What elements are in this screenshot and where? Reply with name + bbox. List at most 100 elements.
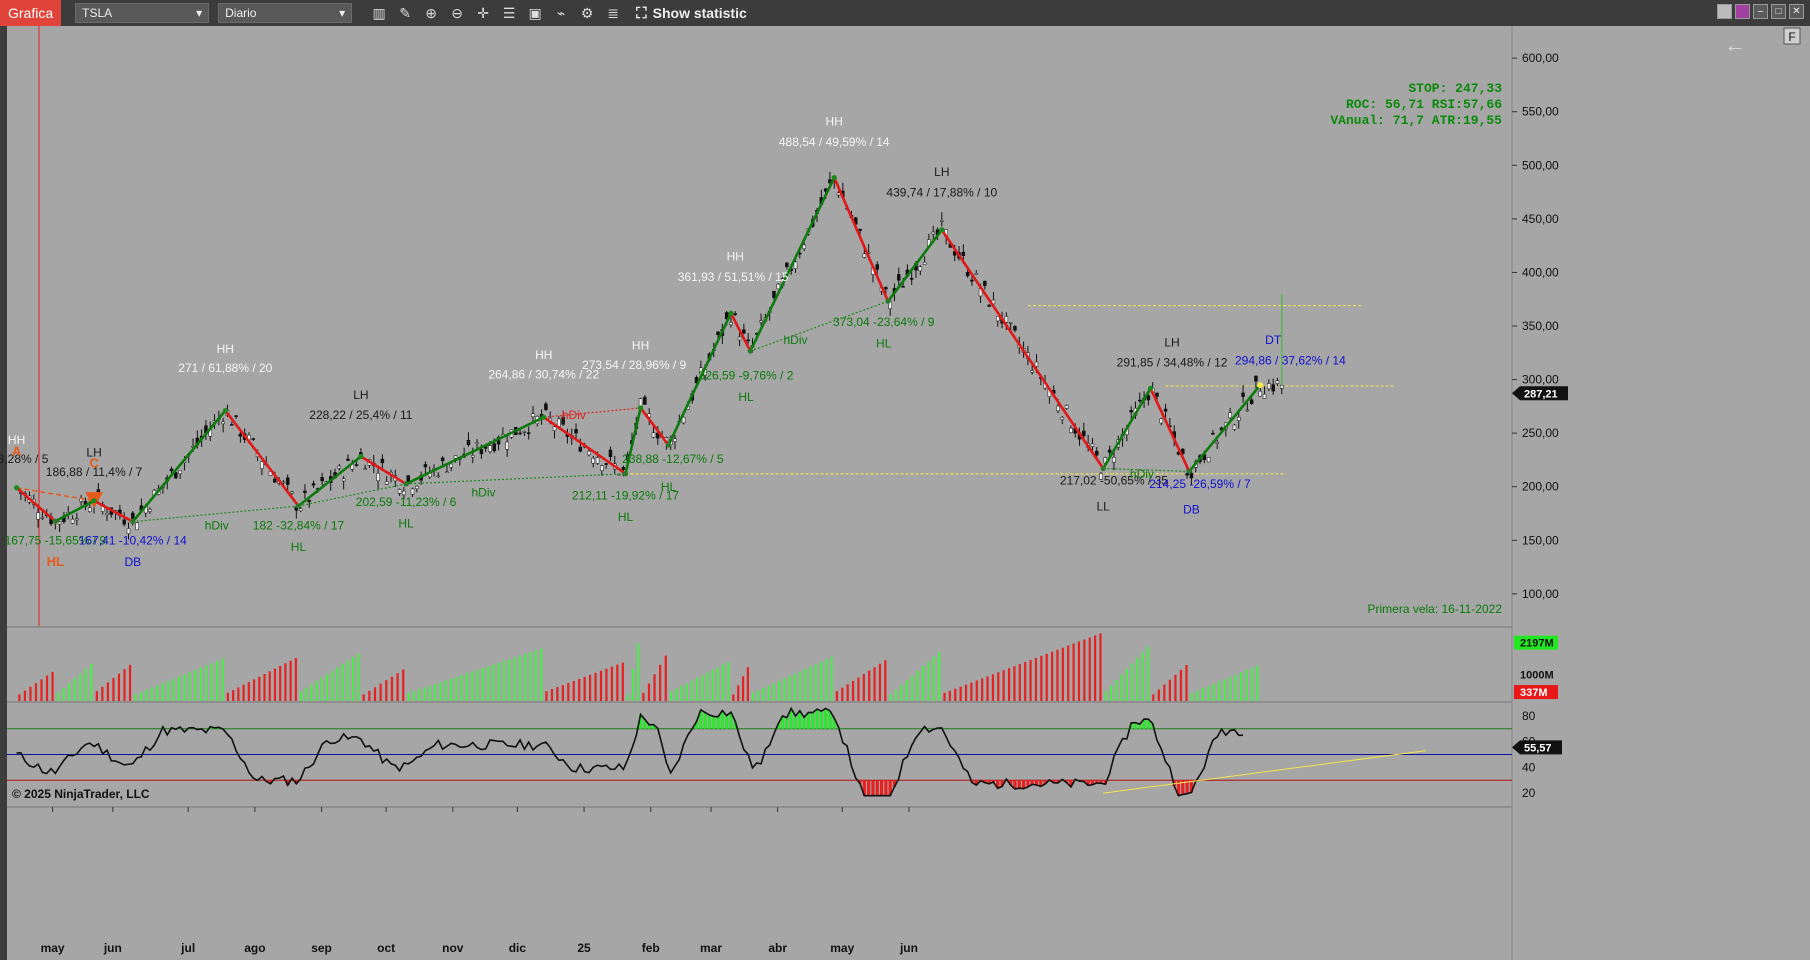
chart-area[interactable]: F ← 600,00 550,00 500,00 450,00 400,00 350,00 30… [0,26,1810,960]
candle [673,438,677,442]
candle [1258,390,1263,397]
toolbar-icon-group: ▥ ✎ ⊕ ⊖ ✛ ☰ ▣ ⌁ ⚙ ≣ [366,2,626,24]
swing-label: hDiv [472,485,496,499]
candle [75,518,79,521]
swing-label: 238,88 -12,67% / 5 [622,452,724,466]
price-chart[interactable]: F ← 600,00 550,00 500,00 450,00 400,00 350,00 30… [0,26,1810,960]
candle [1267,383,1271,390]
zoom-out-icon[interactable]: ⊖ [451,4,463,21]
candle [643,396,647,405]
month-label: may [41,941,65,955]
pencil-icon[interactable]: ✎ [399,4,411,21]
chart-toolbar: Grafica TSLA ▾ Diario ▾ ▥ ✎ ⊕ ⊖ ✛ ☰ ▣ ⌁ ⚙ ≣ ⛶ Sho… [0,0,1810,26]
statistic-line1: STOP: 247,33 [1408,81,1502,96]
candle [681,416,686,424]
month-label: jun [899,941,918,955]
show-statistic-button[interactable]: ⛶ Show statistic [636,5,747,22]
color-icon[interactable] [1735,4,1750,19]
candle [1236,416,1241,421]
zoom-in-icon[interactable]: ⊕ [425,4,437,21]
candle [742,329,746,334]
window-controls: – □ ✕ [1717,4,1804,19]
candle [970,279,974,282]
swing-point [728,310,734,316]
volume-tick-box [1514,635,1558,650]
candle [1138,399,1142,402]
tile-icon[interactable] [1717,4,1732,19]
swing-point [885,298,891,304]
candle [40,517,45,519]
candle [122,519,126,525]
instrument-selector[interactable]: TSLA ▾ [75,3,210,23]
candle [552,426,557,431]
left-edge [0,26,7,960]
zigzag-segment [1188,384,1262,473]
candle [281,481,286,484]
candle [858,228,862,231]
price-tick-label: 550,00 [1522,105,1559,119]
drawing-objects-icon[interactable]: ≣ [607,4,619,21]
swing-label: DT [1265,333,1282,347]
interval-value: Diario [225,6,257,20]
candle [174,472,178,479]
candle [1211,432,1215,435]
swing-label: HH [826,115,843,129]
bar-type-icon[interactable]: ▥ [372,4,386,21]
f-button[interactable] [1783,27,1801,45]
candle [724,312,729,320]
close-icon[interactable]: ✕ [1789,4,1804,19]
swing-label: HL [618,510,634,524]
indicators-icon[interactable]: ⌁ [556,4,566,21]
candle [251,438,256,440]
swing-label: C [89,455,99,470]
rsi-tick-label: 80 [1522,709,1536,723]
minimize-icon[interactable]: – [1753,4,1768,19]
candle [909,278,914,280]
candle [337,465,342,469]
candle [402,490,406,496]
maximize-icon[interactable]: □ [1771,4,1786,19]
zigzag-segment [749,176,836,352]
properties-icon[interactable]: ☰ [502,4,516,21]
candle [303,490,307,494]
candle [169,468,174,472]
candle [974,272,978,275]
candle [785,262,789,268]
candle [608,449,613,458]
swing-label: HL [661,480,677,494]
rsi-current-box [1512,740,1562,755]
candle [298,508,303,512]
swing-label: HH [535,348,552,362]
interval-selector[interactable]: Diario ▾ [218,3,353,23]
candle [1249,399,1254,405]
candle [733,313,738,315]
candle [651,432,656,438]
candle [931,231,935,235]
candle [410,488,415,495]
candle [940,220,944,222]
candle [148,509,152,512]
data-box-icon[interactable]: ▣ [528,4,542,21]
candle [1280,385,1284,389]
statistic-line2: ROC: 56,71 RSI:57,66 [1346,97,1502,112]
candle [1094,450,1099,456]
candle [57,521,62,525]
swing-point [91,498,97,504]
strategies-icon[interactable]: ⚙ [580,4,594,21]
rsi-line [16,706,1244,797]
candle [273,478,277,483]
swing-label: hDiv [783,333,807,347]
zigzag-segment [15,486,57,523]
swing-label: 373,04 -23,64% / 9 [833,315,935,329]
candle [1271,384,1275,392]
month-label: abr [768,941,787,955]
volume-tick-label: 2197M [1520,638,1554,650]
volume-bars [18,633,1259,701]
swing-point [1147,385,1154,391]
crosshair-icon[interactable]: ✛ [477,4,489,21]
zigzag-segment [543,416,627,475]
zigzag-segment [729,312,752,352]
candle [1064,405,1069,409]
axis-background [1512,26,1810,960]
candle [996,316,1000,322]
